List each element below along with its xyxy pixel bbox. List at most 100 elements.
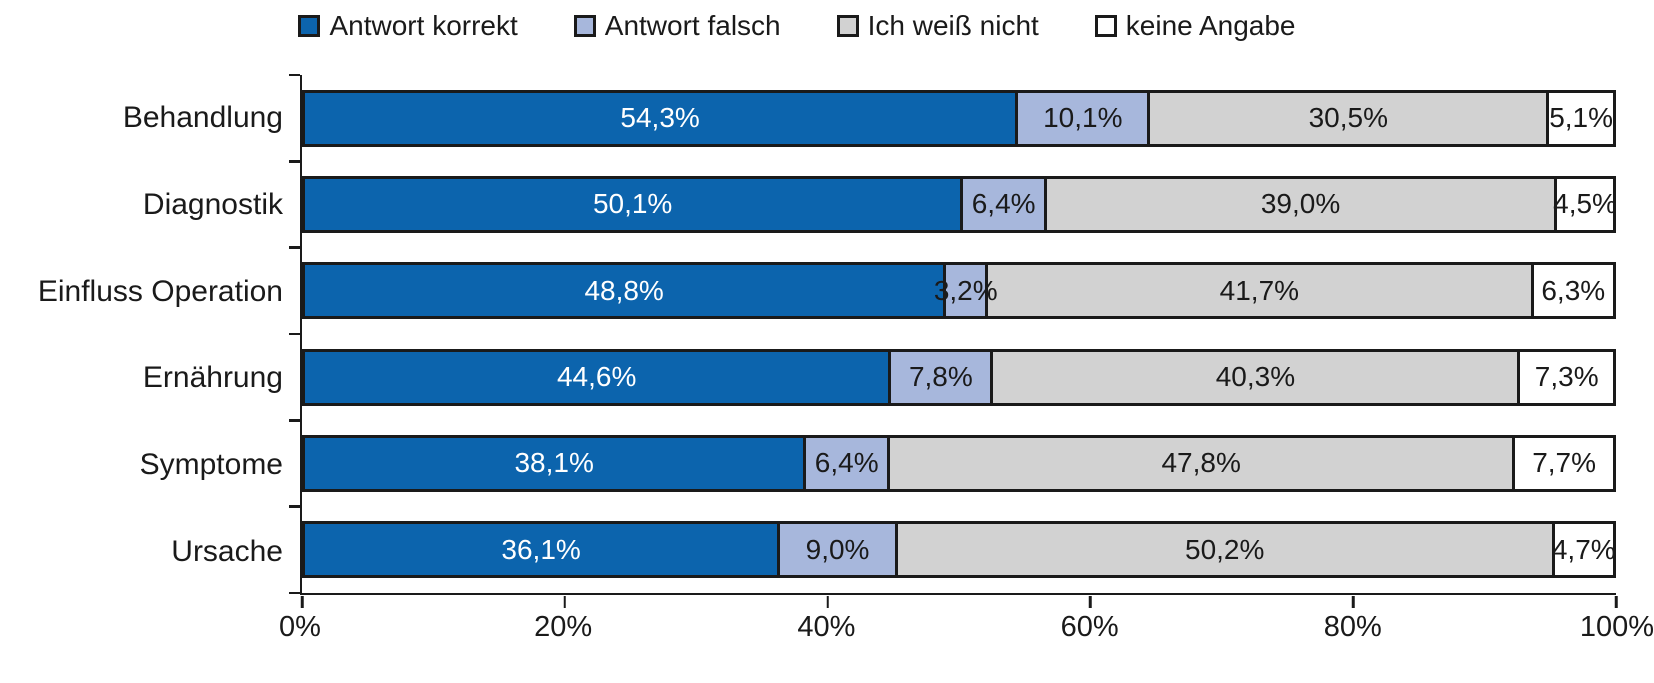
bar-segment-antwort-falsch: 6,4% <box>960 178 1044 230</box>
y-axis-tick <box>289 419 300 422</box>
stacked-bar: 50,1% 6,4% 39,0% 4,5% <box>302 175 1617 233</box>
segment-value-label: 41,7% <box>1219 274 1300 306</box>
bar-segment-antwort-korrekt: 38,1% <box>305 437 804 489</box>
segment-value-label: 4,5% <box>1553 188 1617 220</box>
bar-segment-antwort-korrekt: 54,3% <box>305 92 1016 144</box>
legend-item-antwort-korrekt: Antwort korrekt <box>298 10 518 42</box>
category-label-einfluss-operation: Einfluss Operation <box>37 274 283 308</box>
legend-label: Antwort korrekt <box>329 10 518 41</box>
x-axis-labels: 0% 20% 40% 60% 80% 100% <box>279 595 1654 657</box>
bar-segment-keine-angabe: 7,3% <box>1517 351 1613 403</box>
x-axis-tick-label: 60% <box>1060 611 1119 643</box>
segment-value-label: 40,3% <box>1215 361 1296 393</box>
segment-value-label: 6,3% <box>1541 274 1606 306</box>
segment-value-label: 10,1% <box>1043 102 1123 134</box>
legend-label: keine Angabe <box>1125 10 1296 41</box>
bar-segment-antwort-falsch: 9,0% <box>777 524 895 576</box>
category-label-behandlung: Behandlung <box>122 101 283 135</box>
x-axis-tick <box>1351 595 1355 608</box>
bar-segment-antwort-falsch: 10,1% <box>1015 92 1148 144</box>
x-axis-tick <box>300 595 304 608</box>
segment-value-label: 6,4% <box>814 447 879 479</box>
legend-swatch-icon <box>1094 15 1117 37</box>
segment-value-label: 54,3% <box>620 102 700 134</box>
bar-row-symptome: 38,1% 6,4% 47,8% 7,7% <box>302 420 1616 506</box>
category-label-ern-hrung: Ernährung <box>142 361 283 395</box>
category-label-diagnostik: Diagnostik <box>142 188 283 221</box>
chart-legend: Antwort korrekt Antwort falsch Ich weiß ni… <box>0 0 1594 46</box>
legend-swatch-icon <box>573 15 596 37</box>
chart-body: Behandlung Diagnostik Einfluss Operation Er… <box>0 73 1654 608</box>
segment-value-label: 30,5% <box>1308 102 1388 134</box>
category-label-ursache: Ursache <box>171 534 283 568</box>
segment-value-label: 7,7% <box>1532 447 1597 479</box>
bar-segment-keine-angabe: 5,1% <box>1546 92 1614 144</box>
y-axis-tick <box>289 160 300 163</box>
stacked-bar: 44,6% 7,8% 40,3% 7,3% <box>302 348 1616 406</box>
segment-value-label: 7,8% <box>908 361 973 393</box>
bar-row-behandlung: 54,3% 10,1% 30,5% 5,1% <box>302 75 1616 161</box>
segment-value-label: 50,1% <box>592 188 673 220</box>
bar-segment-ich-wei-nicht: 50,2% <box>894 524 1552 576</box>
segment-value-label: 6,4% <box>971 188 1036 220</box>
bar-segment-antwort-falsch: 6,4% <box>803 437 888 489</box>
segment-value-label: 39,0% <box>1260 188 1341 220</box>
x-axis-tick-label: 40% <box>797 611 856 643</box>
stacked-bar: 38,1% 6,4% 47,8% 7,7% <box>302 434 1616 492</box>
segment-value-label: 4,7% <box>1551 533 1616 565</box>
segment-value-label: 44,6% <box>556 361 637 393</box>
segment-value-label: 3,2% <box>933 274 998 306</box>
x-axis-tick-label: 0% <box>279 611 321 643</box>
bar-segment-ich-wei-nicht: 41,7% <box>985 265 1531 317</box>
legend-label: Ich weiß nicht <box>867 10 1039 41</box>
bar-segment-antwort-falsch: 7,8% <box>888 351 991 403</box>
bar-row-diagnostik: 50,1% 6,4% 39,0% 4,5% <box>302 161 1617 247</box>
legend-swatch-icon <box>836 15 859 37</box>
plot-area: 54,3% 10,1% 30,5% 5,1% 50,1% 6,4% 39,0% 4,5% 48,… <box>289 73 1618 608</box>
segment-value-label: 47,8% <box>1161 447 1241 479</box>
legend-item-ich-wei-nicht: Ich weiß nicht <box>836 10 1039 42</box>
bar-segment-ich-wei-nicht: 30,5% <box>1147 92 1547 144</box>
category-label-symptome: Symptome <box>139 448 283 482</box>
bar-row-ern-hrung: 44,6% 7,8% 40,3% 7,3% <box>302 334 1616 420</box>
x-axis-tick-label: 100% <box>1579 611 1654 643</box>
segment-value-label: 50,2% <box>1185 533 1265 565</box>
bar-segment-ich-wei-nicht: 40,3% <box>990 351 1518 403</box>
bar-segment-antwort-korrekt: 44,6% <box>305 351 889 403</box>
segment-value-label: 5,1% <box>1549 102 1614 134</box>
legend-item-keine-angabe: keine Angabe <box>1094 10 1296 42</box>
x-axis-tick-label: 80% <box>1323 611 1382 643</box>
bar-segment-antwort-korrekt: 48,8% <box>305 265 944 317</box>
stacked-bar: 54,3% 10,1% 30,5% 5,1% <box>302 89 1616 147</box>
y-axis-tick <box>289 591 300 595</box>
x-axis-tick <box>826 595 829 608</box>
segment-value-label: 36,1% <box>501 533 581 565</box>
category-labels: Behandlung Diagnostik Einfluss Operation Er… <box>0 75 300 595</box>
x-axis-tick <box>1614 595 1618 608</box>
bar-segment-keine-angabe: 7,7% <box>1512 437 1613 489</box>
bar-row-ursache: 36,1% 9,0% 50,2% 4,7% <box>302 507 1616 593</box>
legend-label: Antwort falsch <box>604 10 781 41</box>
bar-segment-keine-angabe: 4,7% <box>1551 524 1616 576</box>
segment-value-label: 7,3% <box>1534 361 1599 393</box>
stacked-bar: 48,8% 3,2% 41,7% 6,3% <box>302 262 1616 320</box>
legend-item-antwort-falsch: Antwort falsch <box>573 10 781 42</box>
bar-segment-ich-wei-nicht: 47,8% <box>887 437 1513 489</box>
stacked-bar: 36,1% 9,0% 50,2% 4,7% <box>302 521 1616 579</box>
bar-segment-antwort-korrekt: 50,1% <box>305 178 961 230</box>
y-axis-tick <box>289 332 300 336</box>
y-axis-tick <box>289 505 300 508</box>
segment-value-label: 9,0% <box>805 533 870 565</box>
bar-segment-keine-angabe: 4,5% <box>1553 178 1617 230</box>
bar-row-einfluss-operation: 48,8% 3,2% 41,7% 6,3% <box>302 248 1616 334</box>
segment-value-label: 38,1% <box>514 447 594 479</box>
bar-segment-keine-angabe: 6,3% <box>1530 265 1613 317</box>
segment-value-label: 48,8% <box>584 274 664 306</box>
bar-segment-antwort-korrekt: 36,1% <box>305 524 778 576</box>
x-axis-tick-label: 20% <box>534 611 593 643</box>
legend-swatch-icon <box>298 15 321 37</box>
y-axis-tick <box>289 73 300 77</box>
y-axis-tick <box>289 246 300 249</box>
bar-segment-antwort-falsch: 3,2% <box>934 265 998 317</box>
